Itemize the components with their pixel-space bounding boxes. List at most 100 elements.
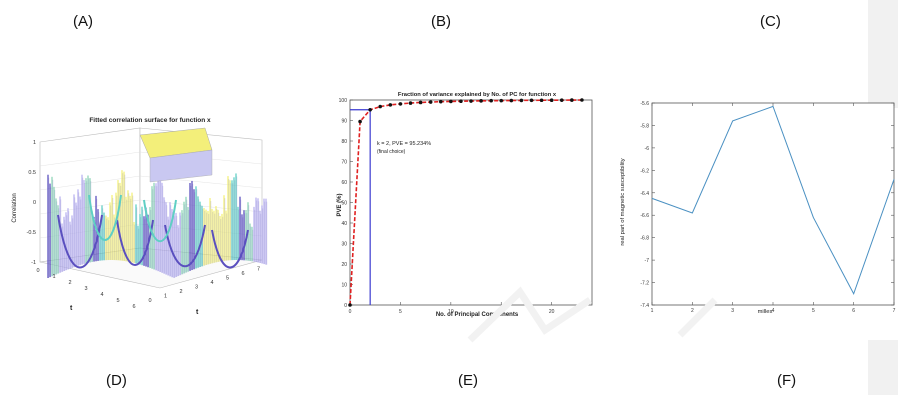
pve-xtick-label: 0 — [349, 309, 352, 315]
surface-ticks: -1 -0.5 0 0.5 1 0 1 2 3 4 5 6 0 1 2 3 4 5 6 7 — [27, 140, 261, 310]
pve-ytick-label: 70 — [341, 160, 347, 166]
pve-point — [499, 98, 504, 103]
pve-point — [529, 98, 534, 103]
pve-xtick-label: 5 — [399, 309, 402, 315]
surface-body — [47, 127, 268, 278]
susc-xtick-label: 5 — [812, 308, 815, 314]
pve-point — [408, 101, 413, 105]
label-d: (D) — [106, 372, 127, 389]
pve-point — [418, 100, 423, 105]
side-strip-bottom — [868, 340, 898, 395]
pve-point — [459, 99, 463, 104]
susc-ytick-label: -7 — [645, 258, 650, 264]
surface-ztick-label: 0 — [33, 200, 36, 206]
pve-axes-box — [349, 99, 593, 306]
label-f: (F) — [777, 372, 797, 389]
pve-ylabel: PVE (%) — [337, 193, 343, 216]
pve-annotation-2: (final choice) — [377, 149, 406, 155]
pve-point — [519, 98, 524, 103]
surface-ytick-label: 2 — [68, 280, 71, 286]
pve-point — [469, 99, 473, 103]
susc-ytick-label: -7.4 — [640, 303, 649, 309]
surface-trough — [57, 214, 103, 269]
pve-ytick-label: 90 — [341, 119, 347, 125]
surface-xtick-label: 0 — [148, 298, 151, 304]
surface-grid — [39, 151, 141, 167]
pve-point — [580, 98, 584, 102]
susc-xtick-label: 7 — [893, 308, 896, 314]
surface-trough — [143, 199, 177, 243]
pve-ytick-label: 60 — [341, 180, 347, 186]
susc-ytick-label: -6.4 — [640, 191, 649, 197]
pve-point — [570, 98, 574, 102]
pve-point — [398, 102, 403, 106]
pve-point — [348, 303, 352, 307]
susc-xlabel: milles — [758, 309, 773, 315]
susc-xtick-label: 3 — [731, 308, 734, 314]
surface-xtick-label: 2 — [179, 289, 182, 295]
susc-xtick-label: 4 — [772, 308, 775, 314]
susc-ytick-label: -6.6 — [640, 213, 649, 219]
label-a: (A) — [73, 13, 93, 30]
surface-xtick-label: 7 — [257, 267, 260, 273]
susc-ylabel: real part of magnetic susceptibility — [620, 158, 626, 245]
susc-ytick-label: -6.2 — [640, 168, 649, 174]
pve-ytick-label: 10 — [341, 283, 347, 289]
pve-ytick-label: 30 — [341, 242, 347, 248]
surface-ztick-label: -1 — [31, 260, 36, 266]
susc-axes-box — [651, 102, 895, 306]
pve-ytick-label: 20 — [341, 262, 347, 268]
pve-point — [428, 100, 433, 104]
surface-plateau-face — [149, 149, 213, 183]
susc-ytick-label: -6.8 — [640, 236, 649, 242]
surface-trough — [116, 219, 154, 266]
surface-ytick-label: 0 — [36, 268, 39, 274]
pve-ytick-label: 80 — [341, 139, 347, 145]
pve-point — [438, 99, 443, 104]
surface-trough — [88, 194, 122, 241]
susc-ytick-label: -6 — [645, 146, 650, 152]
surface-trough — [164, 224, 206, 268]
surface-xtick-label: 3 — [195, 285, 198, 291]
susc-xtick-label: 1 — [651, 308, 654, 314]
surface-title: Fitted correlation surface for function … — [89, 117, 211, 124]
surface-xtick-label: 5 — [226, 276, 229, 282]
susceptibility-chart: real part of magnetic susceptibility mil… — [620, 101, 896, 315]
label-c: (C) — [760, 13, 781, 30]
pve-point — [539, 98, 544, 103]
pve-xtick-label: 15 — [498, 309, 504, 315]
susc-xtick-label: 6 — [852, 308, 855, 314]
pve-point — [489, 98, 493, 103]
pve-annotation: k = 2, PVE = 95.234% — [377, 141, 431, 147]
pve-title: Fraction of variance explained by No. of… — [398, 92, 557, 98]
pve-point — [449, 99, 453, 104]
surface-ytick-label: 3 — [84, 286, 87, 292]
surface-trough — [211, 229, 249, 269]
label-e: (E) — [458, 372, 478, 389]
pve-point — [479, 99, 483, 103]
surface-ytick-label: 6 — [132, 304, 135, 310]
surface-ztick-label: -0.5 — [27, 230, 36, 236]
pve-plot: 0 10 20 30 40 50 60 70 80 90 100 0 5 10 15 20 — [339, 98, 584, 315]
pve-ytick-label: 50 — [341, 201, 347, 207]
pve-point — [549, 98, 554, 103]
susc-ytick-label: -5.8 — [640, 123, 649, 129]
surface-zlabel: Correlation — [12, 193, 18, 222]
surface-ytick-label: 5 — [116, 298, 119, 304]
surface-xtick-label: 6 — [241, 271, 244, 277]
pve-xtick-label: 20 — [549, 309, 555, 315]
pve-point — [378, 104, 383, 109]
side-strip-top — [868, 0, 898, 108]
pve-xtick-label: 10 — [448, 309, 454, 315]
surface-xtick-label: 4 — [210, 280, 213, 286]
pve-point — [358, 119, 362, 124]
pve-point — [509, 98, 514, 103]
pve-point — [388, 103, 393, 107]
surface-xtick-label: 1 — [164, 294, 167, 300]
susc-xtick-label: 2 — [691, 308, 694, 314]
surface-ztick-label: 1 — [33, 140, 36, 146]
susc-ytick-label: -7.2 — [640, 281, 649, 287]
surface-ylabel: t — [70, 305, 73, 312]
surface-xlabel: t — [196, 309, 199, 316]
susc-ytick-label: -5.6 — [640, 101, 649, 107]
